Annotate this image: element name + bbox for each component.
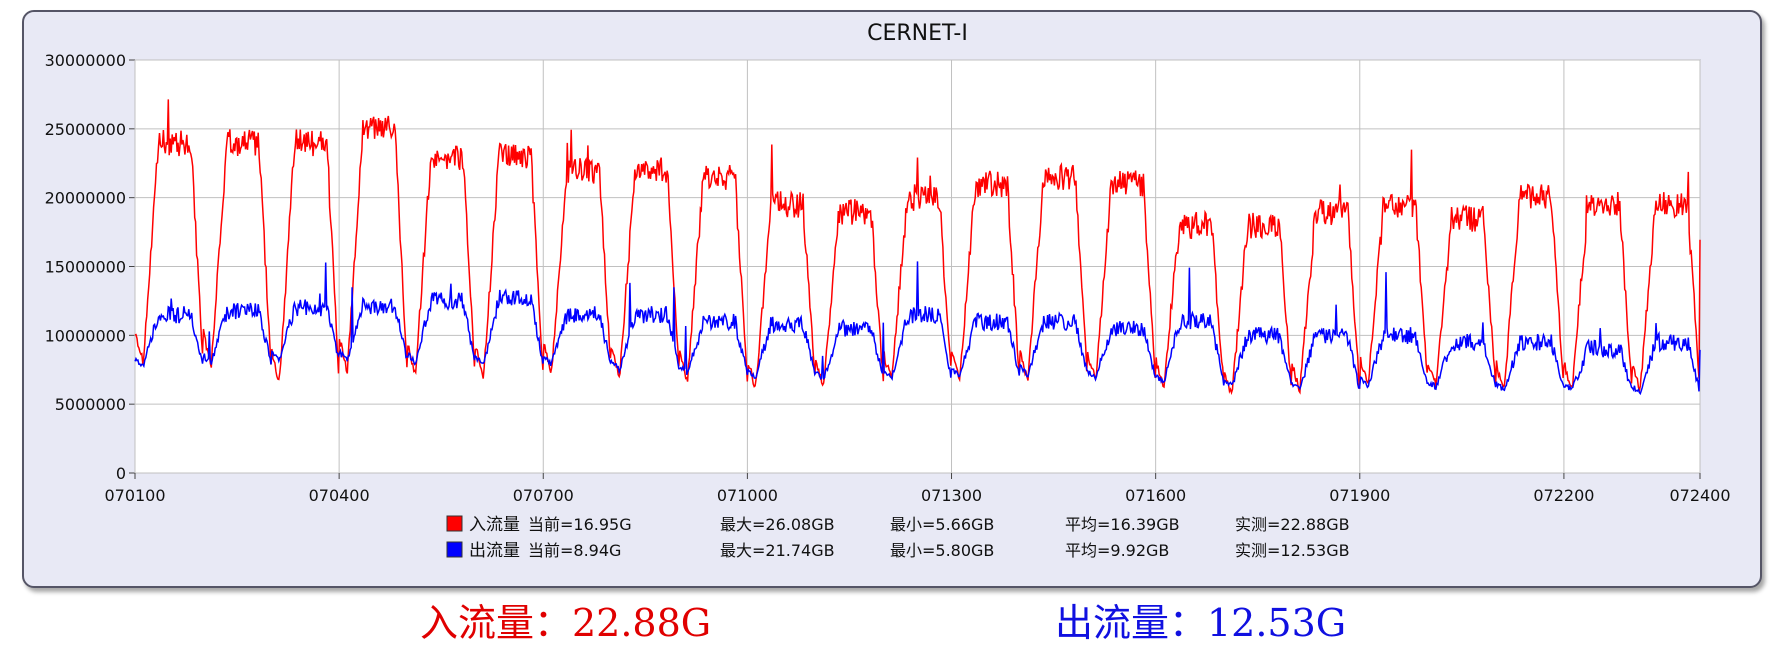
y-tick-label: 30000000 xyxy=(45,51,126,70)
legend-avg: 平均=9.92GB xyxy=(1065,541,1169,560)
y-tick-label: 5000000 xyxy=(55,395,126,414)
x-tick-label: 071900 xyxy=(1329,486,1390,505)
y-tick-label: 20000000 xyxy=(45,189,126,208)
x-tick-label: 070100 xyxy=(104,486,165,505)
outbound-summary: 出流量：12.53G xyxy=(1055,601,1347,645)
y-tick-label: 15000000 xyxy=(45,258,126,277)
inbound-summary: 入流量：22.88G xyxy=(420,601,712,645)
x-tick-label: 070400 xyxy=(309,486,370,505)
legend-measured: 实测=12.53GB xyxy=(1235,541,1350,560)
y-tick-label: 0 xyxy=(116,464,126,483)
traffic-chart: CERNET-I 0 5000000 10000000 15000000 20000000… xyxy=(45,21,1731,561)
legend-min: 最小=5.66GB xyxy=(890,515,994,534)
x-tick-label: 072400 xyxy=(1669,486,1730,505)
legend-max: 最大=21.74GB xyxy=(720,541,835,560)
y-tick-label: 25000000 xyxy=(45,120,126,139)
x-tick-label: 070700 xyxy=(513,486,574,505)
legend-name: 出流量 xyxy=(469,541,520,561)
legend-current: 当前=16.95G xyxy=(528,515,632,534)
legend-name: 入流量 xyxy=(469,515,520,535)
x-tick-label: 072200 xyxy=(1533,486,1594,505)
x-tick-label: 071300 xyxy=(921,486,982,505)
legend-swatch-outbound xyxy=(446,541,463,558)
legend-max: 最大=26.08GB xyxy=(720,515,835,534)
legend-min: 最小=5.80GB xyxy=(890,541,994,560)
series-line-inbound xyxy=(134,99,1701,396)
x-tick-label: 071000 xyxy=(717,486,778,505)
y-tick-label: 10000000 xyxy=(45,326,126,345)
legend-measured: 实测=22.88GB xyxy=(1235,515,1350,534)
series-line-outbound xyxy=(134,261,1701,396)
legend-swatch-inbound xyxy=(446,515,463,532)
chart-title: CERNET-I xyxy=(867,21,968,46)
legend-avg: 平均=16.39GB xyxy=(1065,515,1180,534)
legend-current: 当前=8.94G xyxy=(528,541,621,560)
x-tick-label: 071600 xyxy=(1125,486,1186,505)
